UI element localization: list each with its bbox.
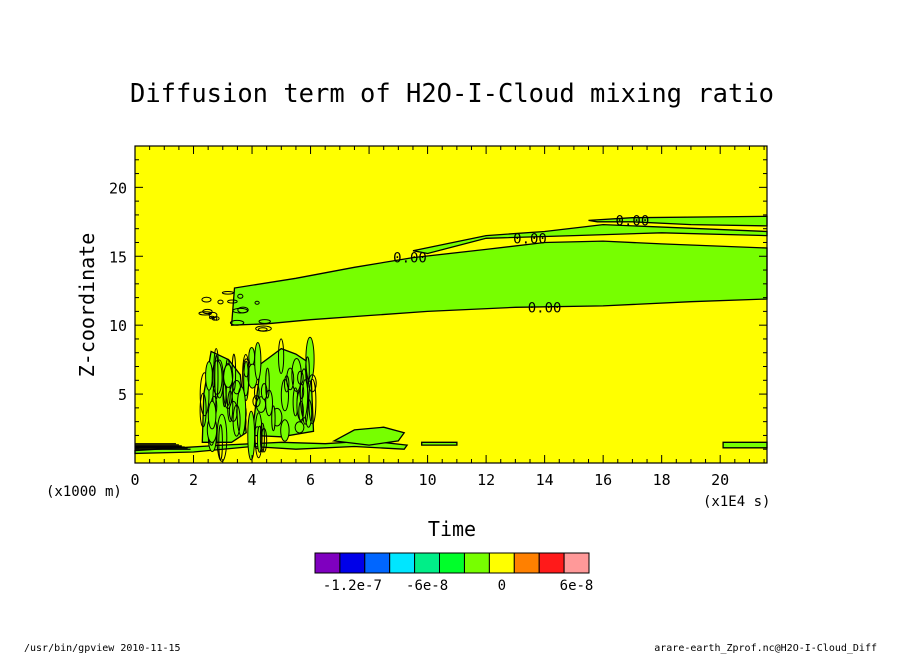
contour-cell: [254, 300, 260, 305]
chart-title: Diffusion term of H2O-I-Cloud mixing rat…: [130, 79, 774, 109]
colorbar-swatch: [464, 552, 490, 574]
contour-cell: [199, 392, 207, 428]
colorbar: -1.2e-7 -6e-8 0 6e-8: [314, 552, 594, 594]
y-tick-label: 15: [109, 248, 127, 266]
x-tick-label: 16: [594, 471, 612, 489]
colorbar-swatch: [314, 552, 341, 574]
footer-right: arare-earth_Zprof.nc@H2O-I-Cloud_Diff: [654, 643, 877, 654]
contour-cell: [232, 307, 248, 314]
contour-region-low-strip-mid: [421, 441, 458, 446]
colorbar-swatch: [389, 552, 416, 574]
contour-cell: [259, 422, 265, 453]
contour-region-top-strip: [588, 215, 768, 227]
y-tick-label: 20: [109, 179, 127, 197]
y-axis: 5 10 15 20: [109, 145, 767, 464]
contour-cell: [202, 308, 213, 315]
contour-region-low-blob: [331, 426, 406, 446]
contour-cell: [205, 361, 213, 391]
y-axis-unit: (x1000 m): [46, 484, 122, 500]
contour-label: 0.00: [393, 251, 427, 267]
colorbar-swatch: [538, 552, 565, 574]
contour-cell: [237, 293, 244, 299]
colorbar-label: 0: [498, 578, 506, 594]
y-tick-label: 10: [109, 317, 127, 335]
contour-cell: [198, 311, 212, 316]
contour-cell: [221, 291, 234, 295]
colorbar-label: -1.2e-7: [323, 578, 382, 594]
colorbar-swatch: [563, 552, 590, 574]
contour-cell: [291, 358, 302, 392]
x-tick-label: 14: [536, 471, 554, 489]
contour-cell: [227, 390, 234, 423]
contour-cell: [214, 354, 219, 400]
contour-cell: [280, 419, 290, 442]
colorbar-label: 6e-8: [560, 578, 594, 594]
colorbar-swatch: [439, 552, 465, 574]
contour-cell: [243, 358, 250, 378]
contour-cell: [218, 424, 223, 461]
contour-cell: [247, 410, 256, 461]
x-axis-unit: (x1E4 s): [703, 494, 770, 510]
footer-left: /usr/bin/gpview 2010-11-15: [24, 643, 181, 654]
contour-fine-lines: [135, 291, 317, 462]
x-tick-label: 20: [711, 471, 729, 489]
contour-region-low-strip-right: [722, 441, 768, 449]
contour-cell: [201, 296, 212, 303]
contour-cell: [229, 319, 245, 326]
colorbar-label: -6e-8: [406, 578, 448, 594]
y-axis-title: Z-coordinate: [75, 233, 99, 378]
contour-cell: [265, 367, 270, 399]
x-axis-title: Time: [428, 517, 476, 541]
contour-region-ground-layer: [134, 440, 409, 455]
x-axis: 0 2 4 6 8 10 12 14 16 18 20: [130, 146, 765, 489]
contour-cell: [254, 342, 262, 381]
contour-label: 0.00: [528, 300, 562, 316]
contour-cell: [211, 360, 223, 395]
contour-cell: [199, 372, 210, 417]
contour-cell: [253, 383, 260, 401]
contour-cell: [271, 405, 276, 432]
contour-cell: [255, 325, 272, 332]
plot-area: 0.00 0.00 0.00 0.00: [134, 145, 768, 464]
x-tick-label: 12: [477, 471, 495, 489]
plot-frame: [134, 145, 768, 464]
contour-cell: [242, 354, 250, 397]
x-tick-label: 8: [365, 471, 374, 489]
x-tick-label: 2: [189, 471, 198, 489]
x-tick-label: 6: [306, 471, 315, 489]
contour-labels: 0.00 0.00 0.00 0.00: [393, 213, 649, 316]
colorbar-swatch: [364, 552, 391, 574]
x-tick-label: 10: [419, 471, 437, 489]
contour-cell: [258, 319, 271, 324]
contour-cell: [280, 378, 289, 412]
contour-cell: [248, 347, 256, 367]
x-tick-label: 4: [248, 471, 257, 489]
contour-cell: [232, 404, 241, 437]
contour-cell: [216, 413, 228, 462]
colorbar-swatch: [414, 552, 441, 574]
contour-label: 0.00: [513, 231, 547, 247]
contour-cell: [254, 412, 263, 459]
contour-cell: [252, 395, 261, 408]
colorbar-swatch: [488, 552, 515, 574]
contour-label: 0.00: [616, 213, 650, 229]
contour-cell: [232, 380, 241, 395]
contour-cell: [217, 299, 224, 305]
contour-cell: [236, 386, 247, 437]
x-tick-label: 18: [653, 471, 671, 489]
colorbar-swatch: [339, 552, 366, 574]
contour-cell: [294, 421, 305, 434]
contour-cell: [308, 378, 317, 425]
contour-cell: [207, 400, 217, 430]
contour-cell: [286, 367, 295, 391]
colorbar-swatch: [513, 552, 540, 574]
y-tick-label: 5: [118, 386, 127, 404]
x-tick-label: 0: [130, 471, 139, 489]
contour-cell: [227, 299, 238, 304]
contour-cell: [255, 396, 267, 413]
contour-cell: [278, 338, 285, 375]
